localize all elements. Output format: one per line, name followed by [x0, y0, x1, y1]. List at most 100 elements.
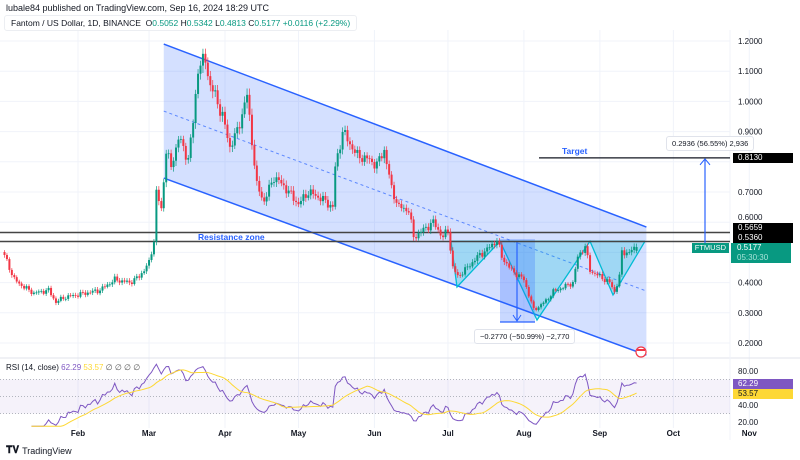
close-value: 0.5177 [254, 18, 281, 28]
candle [329, 204, 332, 208]
candle [86, 292, 89, 295]
candle [219, 104, 222, 116]
candle [268, 184, 271, 197]
candle [243, 102, 246, 115]
publish-info: lubale84 published on TradingView.com, S… [6, 3, 270, 13]
candle [371, 158, 373, 162]
candle [126, 280, 128, 282]
candle [89, 292, 92, 294]
candle [57, 300, 60, 303]
brand-name: TradingView [22, 445, 72, 456]
rsi-value-label: 62.29 [733, 379, 793, 389]
candle [508, 263, 511, 268]
candle [209, 76, 212, 86]
candle [341, 131, 344, 150]
candle [424, 226, 427, 228]
candle [324, 195, 327, 200]
candle [373, 161, 376, 169]
high-value: 0.5342 [186, 18, 213, 28]
candle [405, 207, 408, 212]
candle [304, 194, 307, 198]
candle [101, 286, 104, 291]
candle [593, 272, 596, 274]
arrow-head-icon [512, 314, 522, 322]
candle [464, 267, 467, 275]
candle [211, 85, 214, 92]
candle [199, 65, 202, 74]
open-value: 0.5052 [152, 18, 179, 28]
candle [307, 195, 310, 198]
candle [326, 199, 329, 208]
last-price-badge: 0.5177 05:30:30 [731, 243, 791, 263]
candle [231, 145, 234, 147]
candle [287, 190, 290, 194]
rsi-tick-label: 20.00 [738, 418, 759, 427]
candle [331, 204, 334, 207]
candle [584, 246, 587, 254]
rsi-ma-label: 53.57 [733, 389, 793, 399]
time-axis-label: May [290, 429, 307, 438]
candle [388, 164, 391, 175]
candle [182, 139, 185, 146]
candle [99, 290, 102, 294]
tradingview-logo-icon: 𝐓𝐕 [6, 445, 20, 456]
candle [420, 231, 422, 233]
candle [187, 157, 190, 160]
candle [596, 273, 599, 276]
candle [69, 295, 72, 297]
candle [118, 280, 121, 283]
candle [344, 130, 347, 132]
candle [400, 203, 403, 209]
time-axis-label: Mar [141, 429, 157, 438]
candle [476, 255, 479, 261]
candle [522, 276, 525, 281]
candle [483, 251, 486, 257]
candle [432, 219, 435, 223]
candle [175, 147, 177, 161]
candle [613, 287, 616, 292]
candle [263, 197, 266, 202]
candle [486, 247, 489, 252]
candle [292, 190, 295, 201]
candle [589, 255, 592, 272]
candle [96, 289, 99, 294]
low-value: 0.4813 [219, 18, 246, 28]
candle [461, 274, 464, 276]
price-tick-label: 0.6000 [738, 213, 763, 222]
candle [162, 182, 165, 209]
candle [576, 256, 579, 269]
candle [488, 247, 491, 249]
price-tick-label: 0.2000 [738, 339, 763, 348]
tradingview-logo[interactable]: 𝐓𝐕 TradingView [6, 445, 72, 456]
candle [18, 281, 21, 284]
candle [194, 93, 197, 124]
candle [246, 94, 249, 103]
candle [260, 191, 263, 198]
candle [32, 292, 35, 294]
low-label: L [215, 18, 220, 28]
candle [317, 195, 320, 198]
candle [601, 274, 604, 280]
candle [383, 149, 386, 159]
resistance-top-label: 0.5659 [733, 223, 793, 233]
candle [586, 246, 589, 256]
candle [94, 289, 97, 291]
candle [280, 179, 283, 184]
candle [422, 227, 425, 232]
candle [59, 296, 62, 301]
candle [412, 219, 415, 238]
candle [437, 227, 440, 230]
candle [45, 290, 48, 294]
candle [346, 130, 349, 142]
candle [603, 279, 606, 282]
candle [145, 265, 148, 272]
candle [52, 295, 55, 299]
candle [375, 161, 378, 169]
time-axis-label: Aug [516, 429, 532, 438]
time-axis-label: Nov [741, 429, 757, 438]
candle [309, 189, 312, 196]
candle [25, 286, 28, 289]
candle [258, 180, 261, 192]
price-tick-label: 0.4000 [738, 279, 763, 288]
